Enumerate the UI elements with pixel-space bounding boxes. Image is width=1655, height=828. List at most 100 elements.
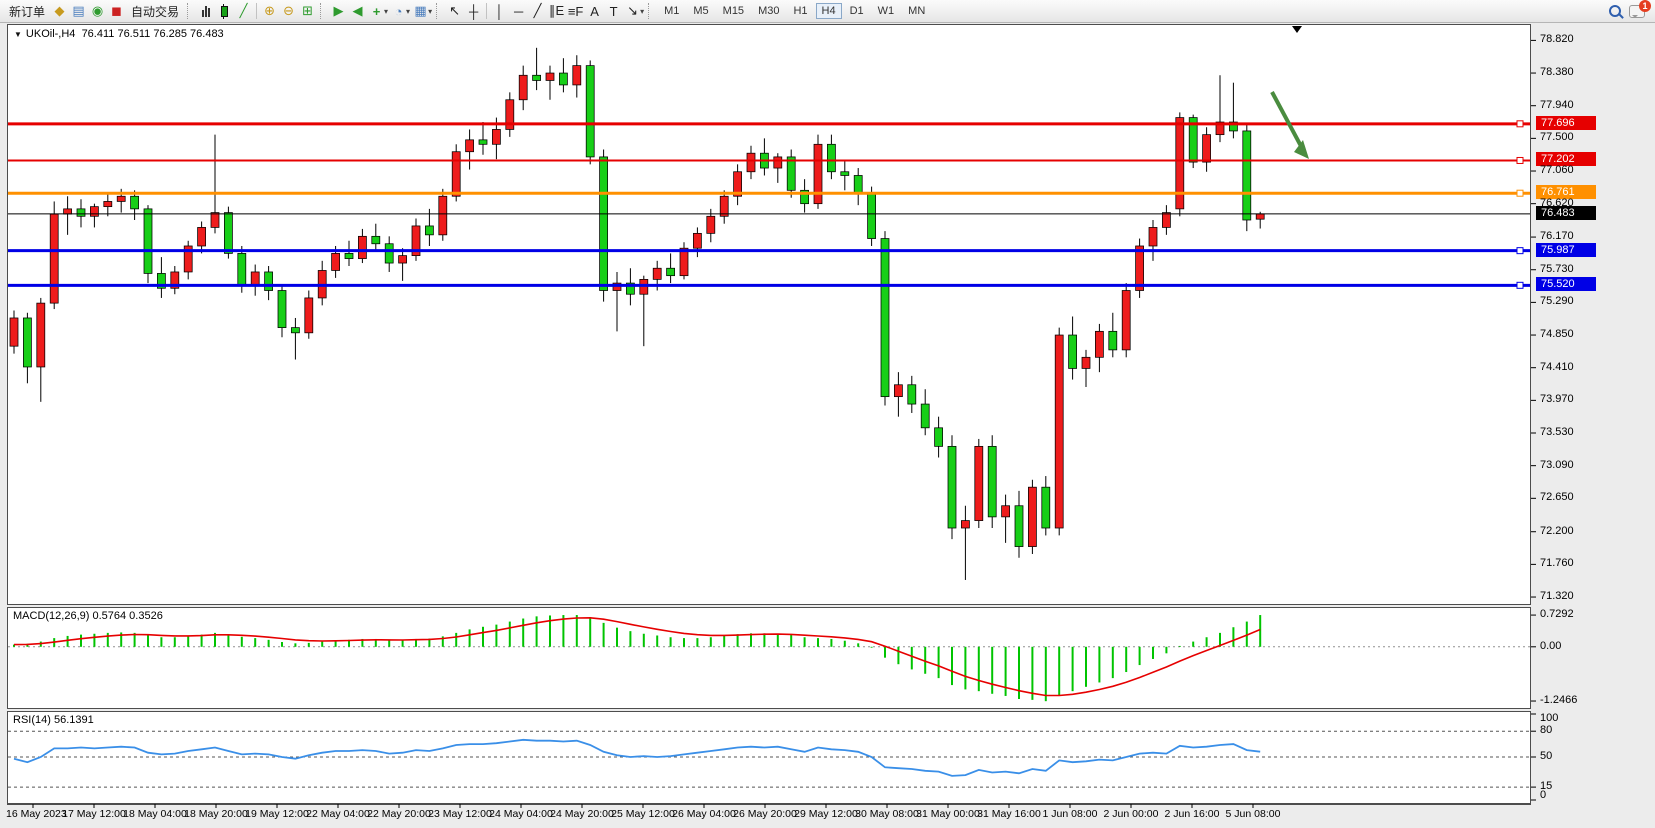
auto-scroll-icon[interactable]: ▶ bbox=[333, 3, 344, 18]
time-axis-label: 18 May 04:00 bbox=[123, 808, 187, 820]
timeframe-m5[interactable]: M5 bbox=[693, 5, 709, 17]
price-tick-label: 76.620 bbox=[1540, 196, 1574, 209]
price-tick-label: 74.850 bbox=[1540, 328, 1574, 341]
search-icon[interactable] bbox=[1609, 5, 1621, 17]
new-order-button[interactable]: 新订单 bbox=[4, 2, 50, 21]
rsi-axis-label: 100 bbox=[1540, 712, 1559, 724]
text-label-icon[interactable]: T bbox=[609, 3, 618, 19]
periods-dropdown-icon[interactable]: ▾ bbox=[406, 6, 411, 16]
price-line-label: 77.202 bbox=[1536, 152, 1596, 167]
price-line-label: 76.761 bbox=[1536, 185, 1596, 200]
time-axis-label: 31 May 00:00 bbox=[916, 808, 980, 820]
time-axis-label: 26 May 04:00 bbox=[672, 808, 736, 820]
timeframe-w1[interactable]: W1 bbox=[877, 5, 895, 17]
price-tick-label: 73.530 bbox=[1540, 426, 1574, 438]
toolbar-grip bbox=[436, 3, 442, 19]
notification-badge: 1 bbox=[1639, 0, 1651, 12]
time-axis-label: 2 Jun 00:00 bbox=[1103, 808, 1159, 820]
timeframe-h4[interactable]: H4 bbox=[815, 3, 842, 19]
arrows-tool-icon[interactable]: ↘ bbox=[627, 3, 639, 18]
notifications-icon[interactable]: 1 bbox=[1629, 0, 1651, 18]
time-axis-label: 1 Jun 08:00 bbox=[1042, 808, 1098, 820]
zoom-out-icon[interactable]: ⊖ bbox=[283, 3, 294, 18]
templates-dropdown-icon[interactable]: ▾ bbox=[428, 6, 433, 16]
macd-axis-label: 0.7292 bbox=[1540, 608, 1574, 621]
line-chart-icon[interactable]: ╱ bbox=[239, 3, 248, 18]
time-axis-label: 5 Jun 08:00 bbox=[1225, 808, 1281, 820]
indicators-icon[interactable]: + bbox=[372, 3, 381, 19]
rsi-pane[interactable] bbox=[7, 711, 1531, 804]
time-axis-label: 22 May 04:00 bbox=[306, 808, 370, 820]
price-tick-label: 74.410 bbox=[1540, 360, 1574, 373]
rsi-axis-label: 0 bbox=[1540, 789, 1547, 801]
time-axis-border bbox=[7, 804, 1531, 805]
time-axis-label: 23 May 12:00 bbox=[428, 808, 492, 820]
price-tick-label: 78.380 bbox=[1540, 66, 1574, 79]
rsi-axis-label: 15 bbox=[1540, 780, 1553, 793]
zoom-in-icon[interactable]: ⊕ bbox=[264, 3, 275, 18]
toolbar-grip bbox=[187, 3, 193, 19]
time-axis-label: 24 May 04:00 bbox=[489, 808, 553, 820]
price-tick-label: 72.650 bbox=[1540, 491, 1574, 504]
time-axis-label: 22 May 20:00 bbox=[367, 808, 431, 820]
templates-icon[interactable]: ▦ bbox=[414, 3, 427, 18]
vertical-line-icon[interactable]: │ bbox=[495, 3, 504, 19]
time-axis-label: 25 May 12:00 bbox=[611, 808, 675, 820]
macd-axis-label: -1.2466 bbox=[1540, 694, 1578, 707]
time-axis-label: 2 Jun 16:00 bbox=[1164, 808, 1220, 820]
price-tick-label: 76.170 bbox=[1540, 230, 1574, 243]
price-line-label: 75.520 bbox=[1536, 277, 1596, 292]
macd-pane[interactable] bbox=[7, 607, 1531, 709]
arrows-dropdown-icon[interactable]: ▾ bbox=[640, 6, 645, 16]
periods-clock-icon[interactable]: ◔ bbox=[394, 3, 403, 19]
toolbar-grip bbox=[648, 3, 654, 19]
tile-windows-icon[interactable]: ⊞ bbox=[302, 3, 313, 18]
autotrading-icon[interactable]: ◼ bbox=[111, 3, 122, 18]
time-axis-label: 17 May 12:00 bbox=[62, 808, 126, 820]
price-line-label: 77.696 bbox=[1536, 115, 1596, 130]
trendline-icon[interactable]: ╱ bbox=[533, 3, 542, 18]
time-axis-label: 26 May 20:00 bbox=[733, 808, 797, 820]
crosshair-icon[interactable]: ┼ bbox=[468, 3, 479, 19]
bar-chart-icon[interactable] bbox=[196, 2, 215, 21]
price-tick-label: 73.090 bbox=[1540, 458, 1574, 471]
market-watch-icon[interactable]: ▤ bbox=[72, 3, 85, 18]
price-tick-label: 71.760 bbox=[1540, 557, 1574, 570]
cursor-icon[interactable]: ↖ bbox=[449, 3, 461, 18]
price-tick-label: 77.500 bbox=[1540, 131, 1574, 144]
timeframe-m15[interactable]: M15 bbox=[722, 5, 745, 17]
price-line-label: 76.483 bbox=[1536, 205, 1596, 220]
timeframe-mn[interactable]: MN bbox=[908, 5, 926, 17]
text-tool-icon[interactable]: A bbox=[590, 3, 599, 19]
rsi-axis-label: 80 bbox=[1540, 724, 1553, 737]
price-tick-label: 77.060 bbox=[1540, 164, 1574, 177]
equidistant-channel-icon[interactable]: ∥E bbox=[548, 3, 565, 18]
candlestick-glyph bbox=[221, 3, 229, 19]
time-axis-label: 31 May 16:00 bbox=[977, 808, 1041, 820]
indicators-dropdown-icon[interactable]: ▾ bbox=[384, 6, 389, 16]
horizontal-line-icon[interactable]: ─ bbox=[513, 3, 524, 19]
time-axis-label: 24 May 20:00 bbox=[550, 808, 614, 820]
timeframe-d1[interactable]: D1 bbox=[849, 5, 864, 17]
time-axis-label: 29 May 12:00 bbox=[794, 808, 858, 820]
history-center-icon[interactable]: ◆ bbox=[54, 3, 65, 18]
chart-shift-icon[interactable]: ◀ bbox=[352, 3, 363, 18]
timeframe-h1[interactable]: H1 bbox=[793, 5, 808, 17]
timeframe-m1[interactable]: M1 bbox=[664, 5, 680, 17]
signals-icon[interactable]: ◉ bbox=[91, 3, 104, 18]
time-axis-label: 19 May 12:00 bbox=[245, 808, 309, 820]
price-tick-label: 78.820 bbox=[1540, 33, 1574, 46]
timeframe-m30[interactable]: M30 bbox=[758, 5, 780, 17]
toolbar: 新订单 ◆ ▤ ◉ ◼ 自动交易 ╱ ⊕ ⊖ ⊞ ▶ ◀ + ▾ ◔ ▾ ▦ ▾ ↖ … bbox=[0, 0, 1655, 23]
price-tick-label: 75.290 bbox=[1540, 295, 1574, 308]
fibonacci-icon[interactable]: ≡F bbox=[567, 3, 584, 19]
price-chart-pane[interactable] bbox=[7, 24, 1531, 605]
price-tick-label: 75.730 bbox=[1540, 262, 1574, 275]
timeframe-group: M1 M5 M15 M30 H1 H4 D1 W1 MN bbox=[657, 3, 932, 19]
autotrading-button[interactable]: 自动交易 bbox=[126, 2, 184, 21]
macd-axis-label: 0.00 bbox=[1540, 639, 1562, 652]
rsi-axis-label: 50 bbox=[1540, 750, 1553, 762]
time-axis-label: 30 May 08:00 bbox=[855, 808, 919, 820]
candlestick-chart-icon[interactable] bbox=[215, 2, 234, 21]
